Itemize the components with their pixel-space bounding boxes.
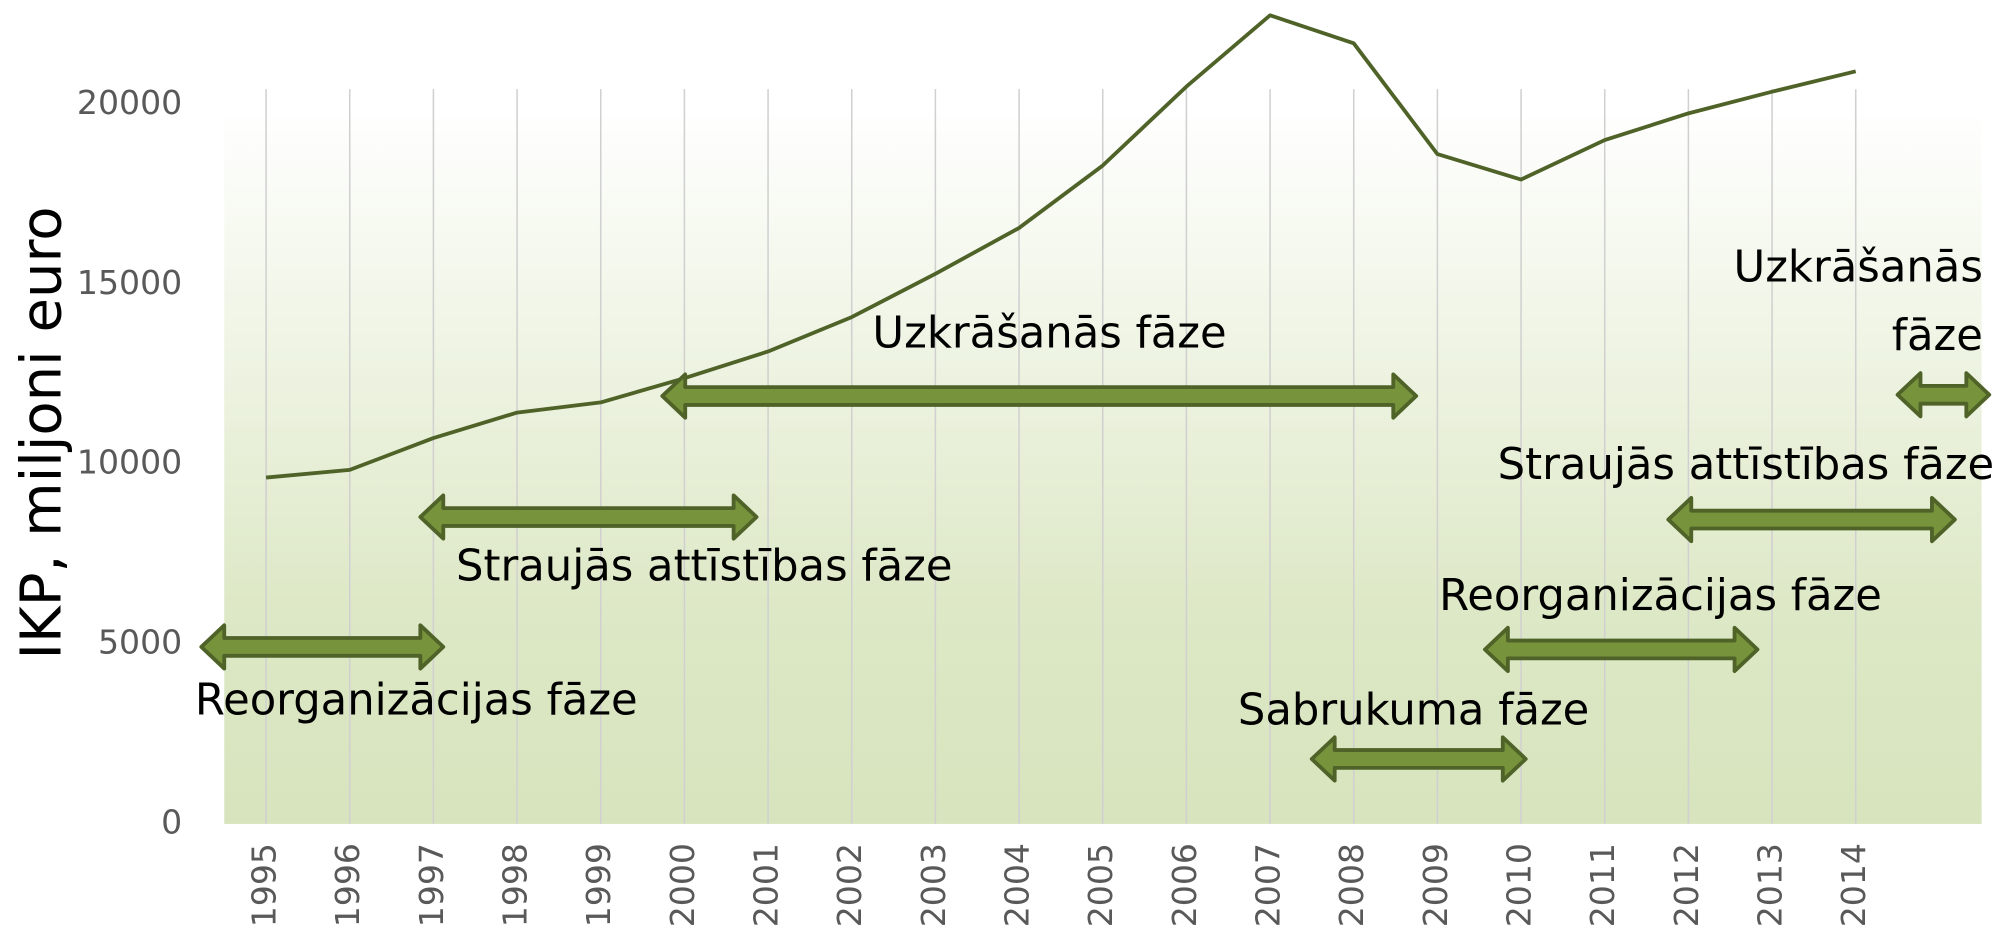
phase-label: Reorganizācijas fāze	[1439, 571, 1882, 621]
phase-arrow	[1895, 371, 1992, 419]
y-axis-label: IKP, miljoni euro	[9, 206, 74, 659]
y-tick-label: 10000	[77, 443, 182, 482]
x-tick-label: 1995	[245, 843, 284, 927]
x-tick-label: 1997	[412, 843, 451, 927]
x-tick-label: 1998	[496, 843, 535, 927]
x-tick-label: 2013	[1751, 843, 1790, 927]
x-tick-label: 2007	[1249, 843, 1288, 927]
y-tick-label: 0	[161, 802, 182, 841]
x-tick-label: 1999	[579, 843, 618, 927]
x-tick-label: 2008	[1332, 843, 1371, 927]
line-series	[265, 13, 1857, 480]
x-tick-label: 2001	[747, 843, 786, 927]
y-tick-label: 15000	[77, 263, 182, 302]
phase-label: Reorganizācijas fāze	[195, 675, 638, 725]
y-tick-label: 5000	[98, 623, 182, 662]
x-tick-label: 2010	[1500, 843, 1539, 927]
phase-arrow	[199, 623, 446, 671]
phase-label: Uzkrāšanās fāze	[872, 309, 1226, 359]
phase-label: Sabrukuma fāze	[1238, 686, 1589, 736]
phase-arrow	[660, 372, 1419, 420]
phase-label: Uzkrāšanās	[1734, 242, 1983, 292]
x-tick-label: 2014	[1834, 843, 1873, 927]
x-tick-label: 2012	[1667, 843, 1706, 927]
phase-arrow	[418, 493, 759, 541]
x-tick-label: 2003	[914, 843, 953, 927]
phase-label: Straujās attīstības fāze	[456, 542, 953, 592]
x-tick-label: 2002	[830, 843, 869, 927]
x-tick-label: 2011	[1583, 843, 1622, 927]
x-tick-label: 2000	[663, 843, 702, 927]
x-tick-label: 2005	[1081, 843, 1120, 927]
x-tick-label: 2006	[1165, 843, 1204, 927]
phase-arrow	[1483, 625, 1760, 674]
x-tick-label: 2004	[998, 843, 1037, 927]
x-tick-label: 2009	[1416, 843, 1455, 927]
phase-label: fāze	[1892, 311, 1983, 361]
y-tick-label: 20000	[77, 83, 182, 122]
phase-label: Straujās attīstības fāze	[1498, 440, 1995, 490]
phase-arrow	[1666, 496, 1957, 544]
x-tick-label: 1996	[328, 843, 367, 927]
phase-arrow	[1309, 735, 1528, 783]
